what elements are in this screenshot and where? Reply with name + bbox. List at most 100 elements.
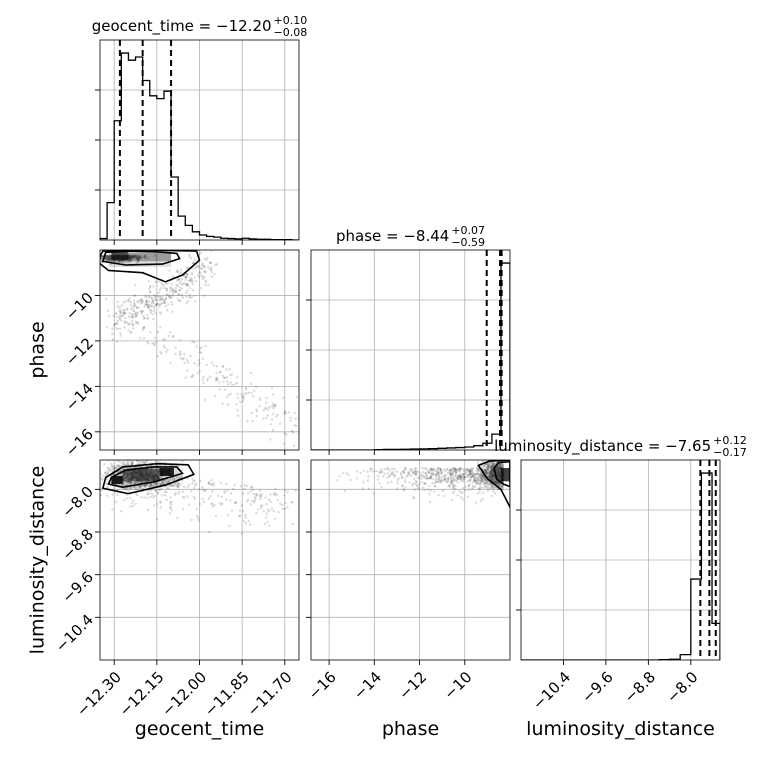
scatter-geocent_time-phase-point (96, 256, 98, 258)
scatter-geocent_time-luminosity_distance-point (168, 512, 172, 515)
scatter-phase-luminosity_distance-point (486, 472, 489, 475)
scatter-phase-luminosity_distance-point (413, 469, 417, 473)
scatter-geocent_time-phase-point (174, 352, 177, 356)
scatter-geocent_time-luminosity_distance-point (144, 468, 148, 471)
scatter-geocent_time-luminosity_distance-point (156, 476, 160, 479)
scatter-geocent_time-luminosity_distance-point (137, 465, 141, 469)
scatter-geocent_time-phase-point (132, 255, 136, 258)
scatter-geocent_time-phase-point (185, 266, 188, 270)
scatter-geocent_time-phase-point (108, 258, 112, 262)
scatter-phase-luminosity_distance-point (433, 485, 437, 488)
scatter-phase-luminosity_distance-point (473, 485, 477, 488)
scatter-geocent_time-luminosity_distance-point (155, 477, 159, 480)
scatter-phase-luminosity_distance-point (446, 467, 449, 471)
scatter-geocent_time-luminosity_distance-point (178, 476, 181, 480)
ytick-label-luminosity_distance-3: −8.0 (59, 483, 97, 521)
scatter-geocent_time-luminosity_distance-point (108, 467, 111, 470)
scatter-geocent_time-luminosity_distance-point (143, 476, 146, 480)
scatter-phase-luminosity_distance-point (457, 477, 461, 481)
scatter-phase-luminosity_distance-point (409, 474, 413, 477)
scatter-phase-luminosity_distance-point (481, 465, 484, 468)
scatter-geocent_time-luminosity_distance-point (130, 478, 133, 481)
scatter-phase-luminosity_distance-point (496, 467, 499, 471)
scatter-geocent_time-luminosity_distance-point (182, 485, 186, 489)
scatter-phase-luminosity_distance-point (491, 478, 494, 481)
scatter-geocent_time-luminosity_distance-point (139, 475, 143, 478)
title-phase: phase = −8.44 +0.07−0.59 (336, 224, 485, 249)
scatter-geocent_time-phase-point (123, 326, 126, 329)
scatter-geocent_time-luminosity_distance-point (145, 473, 148, 477)
scatter-geocent_time-luminosity_distance-point (153, 474, 157, 477)
scatter-geocent_time-phase-point (97, 255, 99, 257)
scatter-geocent_time-luminosity_distance-point (272, 493, 275, 496)
scatter-geocent_time-phase-point (202, 382, 205, 385)
scatter-geocent_time-phase-point (107, 257, 110, 261)
scatter-phase-luminosity_distance-point (483, 485, 487, 488)
scatter-geocent_time-phase-point (276, 413, 279, 417)
scatter-geocent_time-phase-point (124, 259, 128, 263)
scatter-geocent_time-luminosity_distance-point (153, 476, 156, 479)
scatter-geocent_time-luminosity_distance-point (144, 484, 148, 488)
scatter-geocent_time-luminosity_distance-point (144, 470, 147, 473)
scatter-geocent_time-phase-point (171, 335, 175, 339)
scatter-phase-luminosity_distance-point (458, 475, 462, 478)
scatter-geocent_time-luminosity_distance-point (140, 477, 143, 481)
scatter-geocent_time-phase-point (138, 254, 141, 258)
scatter-geocent_time-luminosity_distance-point (123, 476, 126, 479)
scatter-phase-luminosity_distance-point (484, 478, 487, 481)
scatter-geocent_time-luminosity_distance-point (132, 476, 135, 480)
scatter-phase-luminosity_distance-point (484, 463, 487, 467)
scatter-phase-luminosity_distance-point (457, 474, 460, 477)
scatter-geocent_time-luminosity_distance-point (187, 503, 191, 506)
xaxis-label-phase: phase (382, 718, 439, 740)
scatter-geocent_time-luminosity_distance-point (126, 474, 129, 477)
scatter-geocent_time-luminosity_distance-point (240, 532, 244, 535)
scatter-geocent_time-luminosity_distance-point (149, 471, 153, 475)
scatter-phase-luminosity_distance-point (486, 472, 489, 475)
scatter-geocent_time-luminosity_distance-point (182, 495, 185, 499)
scatter-geocent_time-luminosity_distance-point (159, 501, 163, 504)
scatter-geocent_time-phase-point (109, 258, 112, 262)
scatter-geocent_time-luminosity_distance-point (115, 501, 118, 504)
scatter-geocent_time-luminosity_distance-point (146, 477, 149, 481)
scatter-geocent_time-luminosity_distance-point (223, 489, 226, 493)
scatter-geocent_time-phase-point (128, 258, 131, 262)
scatter-phase-luminosity_distance-point (431, 473, 434, 476)
scatter-phase-luminosity_distance-point (497, 470, 501, 473)
scatter-geocent_time-phase-point (168, 331, 172, 334)
scatter-geocent_time-phase-point (111, 332, 114, 336)
scatter-geocent_time-luminosity_distance-point (106, 471, 110, 474)
scatter-phase-luminosity_distance-point (418, 474, 421, 478)
scatter-geocent_time-phase-point (290, 429, 294, 433)
scatter-geocent_time-phase-point (118, 259, 122, 263)
scatter-phase-luminosity_distance-point (495, 471, 499, 475)
scatter-geocent_time-phase-point (180, 277, 184, 281)
scatter-phase-luminosity_distance-point (481, 475, 485, 478)
scatter-phase-luminosity_distance-point (469, 470, 472, 473)
scatter-phase-luminosity_distance-point (495, 468, 498, 472)
scatter-phase-luminosity_distance-point (470, 468, 474, 471)
scatter-geocent_time-luminosity_distance-point (154, 474, 158, 478)
scatter-geocent_time-phase-point (179, 357, 183, 360)
scatter-phase-luminosity_distance-point (376, 478, 380, 481)
scatter-geocent_time-phase-point (191, 373, 195, 377)
scatter-geocent_time-luminosity_distance-point (129, 473, 132, 476)
scatter-geocent_time-phase-point (209, 250, 213, 252)
scatter-phase-luminosity_distance-point (498, 472, 501, 475)
scatter-phase-luminosity_distance-point (468, 469, 471, 473)
scatter-phase-luminosity_distance-point (491, 462, 495, 465)
scatter-geocent_time-luminosity_distance-point (137, 470, 141, 474)
scatter-geocent_time-luminosity_distance-point (134, 470, 137, 473)
scatter-geocent_time-phase-point (107, 257, 111, 260)
scatter-phase-luminosity_distance-point (490, 465, 493, 468)
scatter-geocent_time-luminosity_distance-point (149, 471, 152, 475)
scatter-geocent_time-luminosity_distance-point (142, 471, 145, 474)
scatter-geocent_time-luminosity_distance-point (180, 483, 183, 486)
scatter-phase-luminosity_distance-point (456, 476, 459, 479)
scatter-phase-luminosity_distance-point (412, 477, 416, 480)
scatter-geocent_time-luminosity_distance-point (145, 476, 148, 479)
scatter-geocent_time-luminosity_distance-point (133, 482, 136, 485)
scatter-geocent_time-phase-point (172, 289, 176, 292)
scatter-geocent_time-luminosity_distance-point (149, 484, 152, 487)
scatter-geocent_time-phase-point (168, 286, 172, 289)
